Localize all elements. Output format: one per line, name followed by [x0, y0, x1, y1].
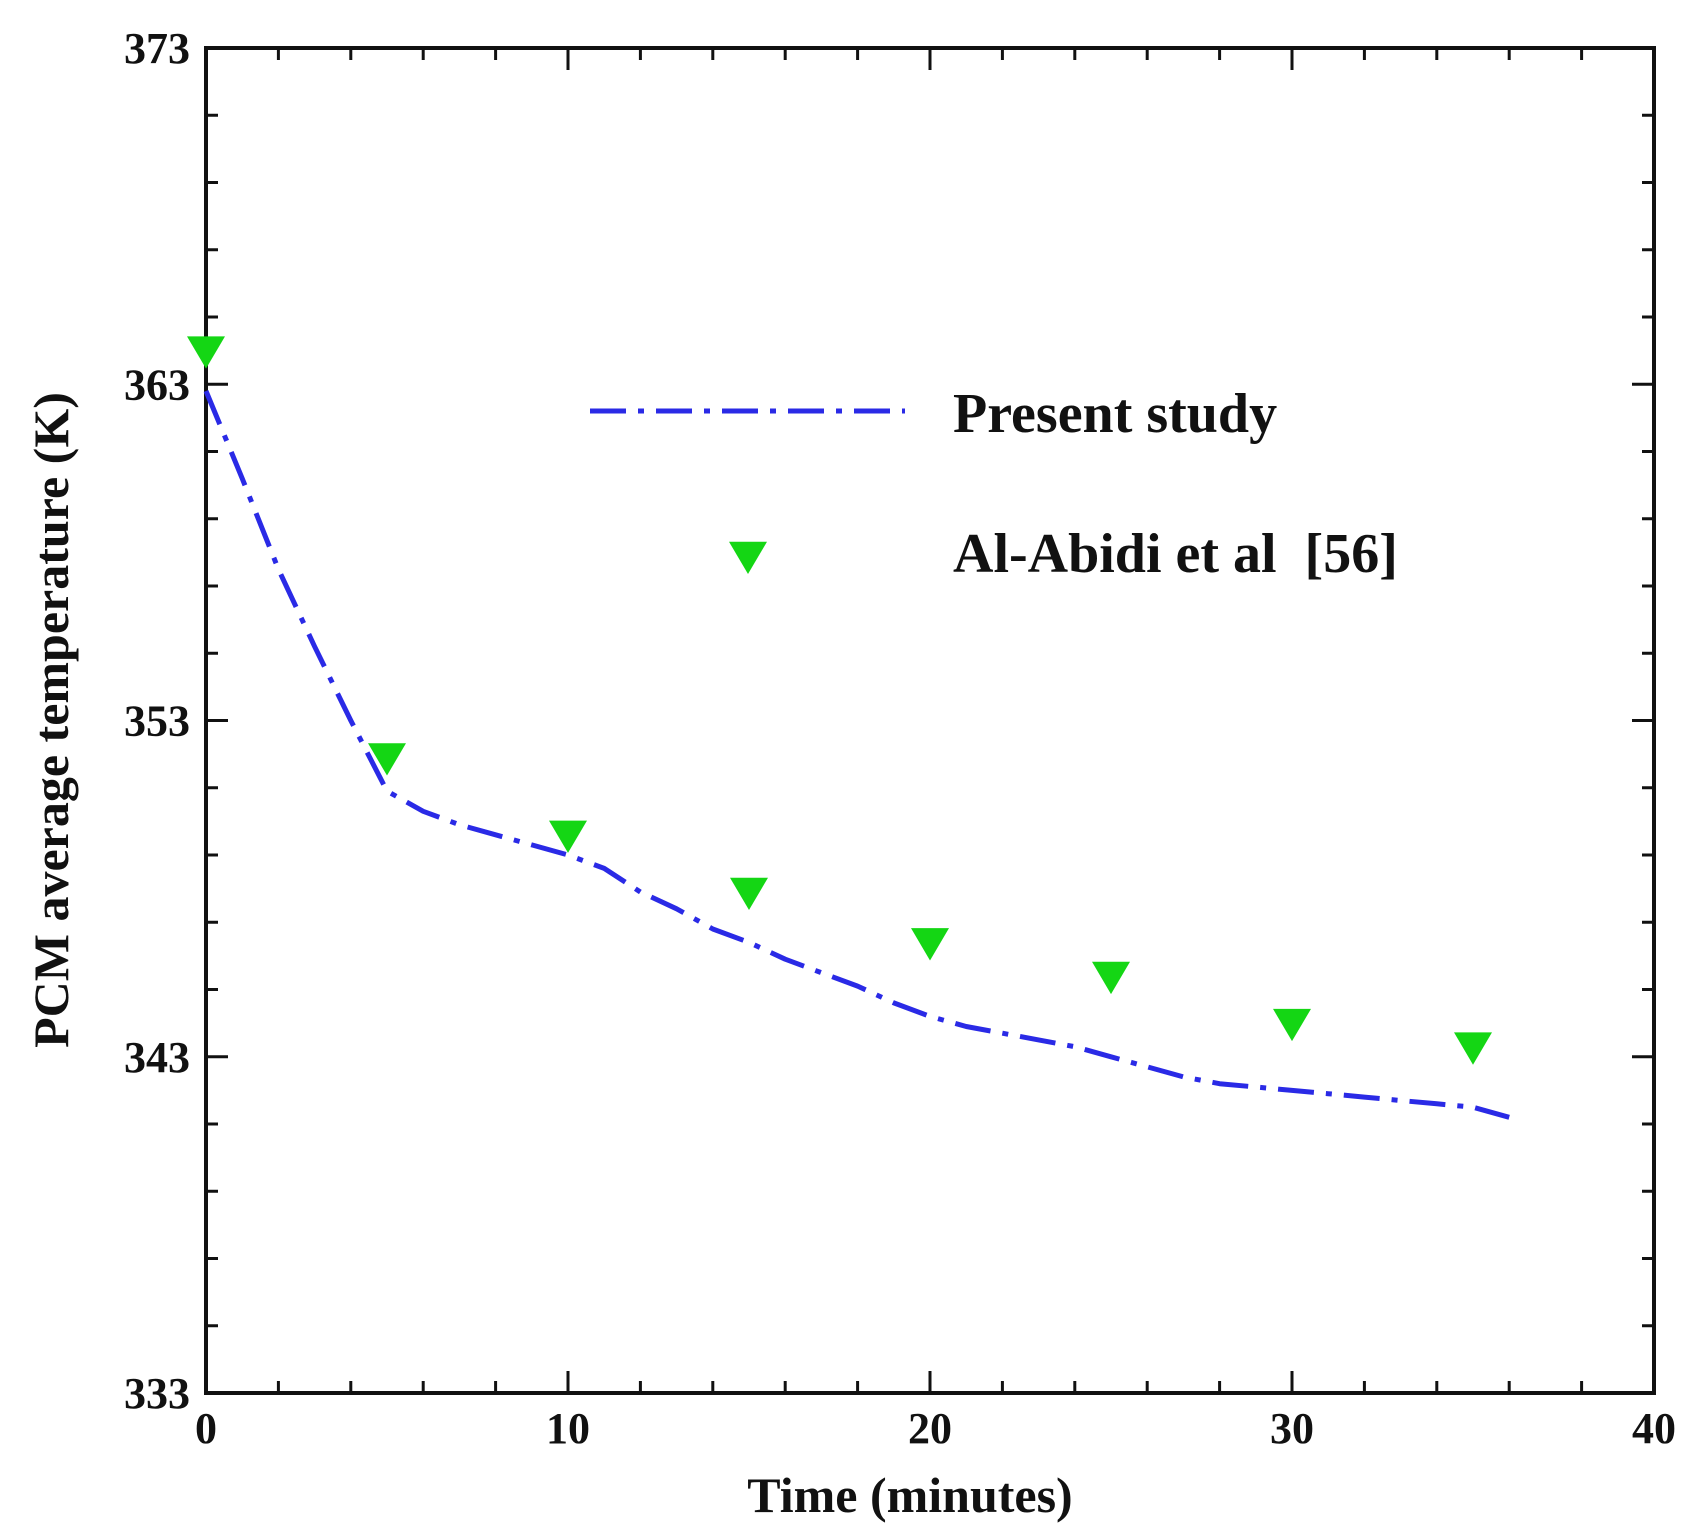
x-tick-labels: 0 10 20 30 40 [195, 1404, 1676, 1453]
x-tick-label: 0 [195, 1404, 217, 1453]
marker-al-abidi [368, 743, 406, 776]
legend-label-present-study: Present study [953, 383, 1277, 445]
y-tick-label: 353 [124, 697, 190, 746]
x-tick-label: 20 [908, 1404, 952, 1453]
axis-ticks [204, 46, 1656, 1395]
marker-al-abidi [549, 820, 587, 853]
x-tick-label: 40 [1632, 1404, 1676, 1453]
marker-al-abidi [1273, 1008, 1311, 1042]
series-al-abidi [187, 336, 1492, 1065]
line-present-study [203, 390, 1510, 1120]
y-tick-label: 373 [124, 24, 190, 73]
legend-label-al-abidi: Al-Abidi et al [56] [953, 523, 1398, 585]
series-present-study [203, 390, 1510, 1120]
legend: Present study Al-Abidi et al [56] [590, 383, 1398, 585]
x-axis-title: Time (minutes) [747, 1467, 1072, 1523]
x-tick-label: 10 [546, 1404, 590, 1453]
x-tick-label: 30 [1270, 1404, 1314, 1453]
marker-al-abidi [187, 336, 225, 369]
marker-al-abidi [1454, 1032, 1492, 1065]
marker-al-abidi [1092, 961, 1130, 995]
y-tick-label: 333 [124, 1369, 190, 1418]
plot-frame [204, 46, 1656, 1395]
legend-marker-al-abidi [729, 541, 767, 575]
marker-al-abidi [730, 877, 768, 911]
marker-al-abidi [911, 928, 949, 961]
y-tick-labels: 333 343 353 363 373 [124, 24, 190, 1418]
y-tick-label: 343 [124, 1033, 190, 1082]
y-tick-label: 363 [124, 360, 190, 409]
y-axis-title: PCM average temperature (K) [23, 392, 79, 1048]
